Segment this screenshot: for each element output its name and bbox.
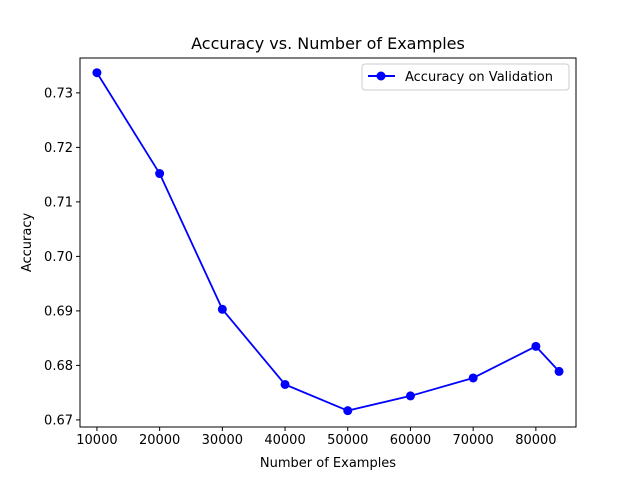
y-tick-label: 0.67: [44, 413, 73, 428]
legend-label: Accuracy on Validation: [405, 70, 553, 85]
plot-area: [79, 57, 577, 428]
y-tick-label: 0.68: [44, 359, 73, 374]
x-tick-label: 10000: [76, 433, 117, 448]
data-point: [531, 341, 541, 351]
data-point: [280, 379, 290, 389]
x-tick-label: 60000: [390, 433, 431, 448]
data-point: [554, 366, 564, 376]
y-tick-label: 0.71: [44, 195, 73, 210]
y-tick-label: 0.72: [44, 141, 73, 156]
legend-marker: [376, 71, 386, 81]
x-axis-ticks: 10000 20000 30000 40000 50000 60000 70000 80000: [76, 427, 557, 448]
x-axis-label: Number of Examples: [260, 456, 396, 471]
x-tick-label: 40000: [264, 433, 305, 448]
y-tick-label: 0.70: [44, 250, 73, 265]
data-point: [155, 169, 165, 179]
series-layer: [92, 68, 564, 416]
x-tick-label: 30000: [202, 433, 243, 448]
legend-box: [361, 63, 570, 91]
data-point: [217, 304, 227, 314]
y-tick-label: 0.69: [44, 304, 73, 319]
y-axis-ticks: 0.67 0.68 0.69 0.70 0.71 0.72 0.73: [44, 86, 80, 428]
chart-title: Accuracy vs. Number of Examples: [191, 34, 465, 53]
y-tick-label: 0.73: [44, 86, 73, 101]
x-tick-label: 50000: [327, 433, 368, 448]
y-axis-label: Accuracy: [20, 213, 35, 273]
data-point: [343, 406, 353, 416]
x-tick-label: 80000: [515, 433, 556, 448]
data-point: [468, 373, 478, 383]
legend: Accuracy on Validation: [361, 63, 570, 91]
plot-frame: [79, 57, 577, 428]
data-point: [92, 68, 102, 78]
data-point: [405, 391, 415, 401]
x-tick-label: 70000: [452, 433, 493, 448]
series-line: [96, 72, 560, 412]
x-tick-label: 20000: [139, 433, 180, 448]
